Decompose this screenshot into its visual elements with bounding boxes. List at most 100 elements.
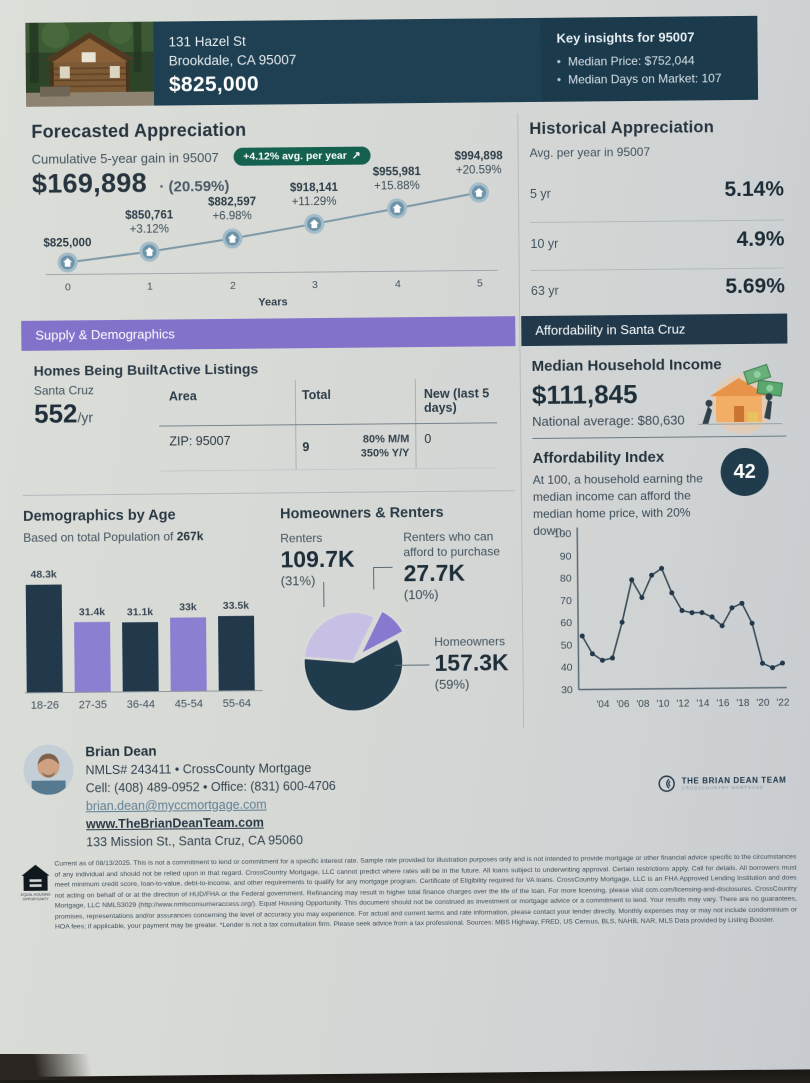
svg-text:0: 0 — [65, 281, 71, 293]
property-photo — [25, 22, 154, 107]
homeowners-label: Homeowners — [434, 634, 544, 650]
team-logo: THE BRIAN DEAN TEAM CROSSCOUNTRY MORTGAG… — [658, 774, 787, 793]
svg-text:36-44: 36-44 — [127, 699, 155, 711]
property-address-line2: Brookdale, CA 95007 — [169, 50, 297, 70]
demographics-title: Demographics by Age — [23, 507, 176, 524]
homeowners-pct: (59%) — [435, 676, 545, 692]
col-header-area: Area — [159, 380, 295, 425]
trend-up-icon: ↗ — [352, 150, 361, 162]
hist-value-63yr: 5.69% — [725, 275, 785, 300]
renters-pct: (31%) — [281, 572, 386, 588]
afford-value: 27.7K — [403, 559, 521, 587]
svg-text:'04: '04 — [596, 699, 610, 710]
svg-text:90: 90 — [560, 550, 572, 562]
team-logo-icon — [658, 775, 676, 793]
agent-address: 133 Mission St., Santa Cruz, CA 95060 — [86, 833, 303, 849]
cell-change-yy: 350% Y/Y — [361, 447, 410, 459]
svg-text:30: 30 — [561, 684, 573, 696]
hist-value-5yr: 5.14% — [724, 178, 784, 203]
svg-text:$955,981: $955,981 — [373, 166, 422, 178]
svg-text:60: 60 — [560, 617, 572, 629]
active-listings-table: Area Total New (last 5 days) ZIP: 95007 … — [159, 378, 498, 471]
svg-text:50: 50 — [561, 640, 573, 652]
desk-surface — [0, 1054, 120, 1080]
homes-built-area: Santa Cruz — [34, 383, 94, 399]
hist-label-10yr: 10 yr — [530, 237, 558, 251]
homes-built-value: 552 — [34, 398, 78, 428]
svg-text:'16: '16 — [716, 698, 730, 709]
svg-text:70: 70 — [560, 595, 572, 607]
forecast-gain-pct: · (20.59%) — [159, 178, 229, 196]
badge-label: +4.12% avg. per year — [243, 150, 347, 163]
equal-housing-icon: EQUAL HOUSING OPPORTUNITY — [20, 864, 50, 902]
cell-total: 9 — [302, 440, 309, 454]
demographics-subtitle: Based on total Population of — [23, 529, 177, 544]
age-bar-chart: 48.3k18-2631.4k27-3531.1k36-4433k45-5433… — [23, 549, 265, 723]
svg-text:'06: '06 — [616, 699, 630, 710]
svg-text:$850,761: $850,761 — [125, 209, 174, 221]
svg-text:2: 2 — [230, 280, 236, 292]
agent-email-link[interactable]: brian.dean@myccmortgage.com — [86, 798, 267, 814]
hist-label-63yr: 63 yr — [531, 284, 559, 298]
agent-name: Brian Dean — [85, 744, 156, 760]
forecast-gain-value: $169,898 — [32, 168, 147, 199]
svg-text:+3.12%: +3.12% — [130, 223, 169, 235]
svg-text:$994,898: $994,898 — [455, 150, 504, 162]
homes-built-title: Homes Being Built — [34, 362, 159, 379]
legal-disclaimer: Current as of 08/13/2025. This is not a … — [54, 852, 797, 933]
svg-text:40: 40 — [561, 662, 573, 674]
property-address-line1: 131 Hazel St — [168, 31, 296, 51]
cell-area: ZIP: 95007 — [159, 425, 295, 470]
forecast-subtitle: Cumulative 5-year gain in 95007 — [32, 150, 219, 167]
homeowners-value: 157.3K — [434, 649, 544, 677]
afford-index-badge: 42 — [720, 448, 768, 496]
avg-per-year-badge: +4.12% avg. per year ↗ — [233, 147, 371, 166]
col-header-new: New (last 5 days) — [415, 378, 497, 423]
income-illustration — [692, 362, 787, 435]
team-logo-sub: CROSSCOUNTRY MORTGAGE — [682, 785, 787, 791]
svg-text:'22: '22 — [776, 698, 790, 709]
forecast-title: Forecasted Appreciation — [31, 120, 246, 143]
owners-title: Homeowners & Renters — [280, 505, 444, 523]
insight-median-days: Median Days on Market: 107 — [557, 69, 750, 89]
afford-pct: (10%) — [404, 586, 522, 602]
team-logo-name: THE BRIAN DEAN TEAM — [682, 776, 787, 786]
active-listings-title: Active Listings — [159, 361, 259, 378]
svg-text:+20.59%: +20.59% — [456, 164, 502, 176]
historical-title: Historical Appreciation — [529, 118, 714, 139]
cell-change-mm: 80% M/M — [363, 433, 410, 445]
svg-text:3: 3 — [312, 279, 318, 291]
svg-text:1: 1 — [147, 281, 153, 293]
renters-value: 109.7K — [280, 545, 385, 573]
svg-text:'12: '12 — [676, 698, 690, 709]
renters-label: Renters — [280, 530, 385, 546]
agent-nmls: NMLS# 243411 • CrossCounty Mortgage — [85, 761, 311, 777]
agent-website-link[interactable]: www.TheBrianDeanTeam.com — [86, 816, 264, 832]
income-national: National average: $80,630 — [532, 413, 685, 429]
income-value: $111,845 — [532, 379, 638, 411]
svg-text:'14: '14 — [696, 698, 710, 709]
col-header-total: Total — [295, 379, 415, 424]
svg-text:5: 5 — [477, 277, 483, 289]
historical-row-5yr: 5 yr 5.14% — [530, 178, 784, 204]
svg-text:33k: 33k — [179, 601, 197, 613]
svg-text:'10: '10 — [656, 699, 670, 710]
svg-text:'18: '18 — [736, 698, 750, 709]
afford-label: Renters who can afford to purchase — [403, 529, 521, 560]
svg-text:$918,141: $918,141 — [290, 182, 339, 194]
svg-text:31.4k: 31.4k — [79, 606, 106, 618]
svg-text:4: 4 — [395, 278, 401, 290]
key-insights-panel: Key insights for 95007 Median Price: $75… — [540, 16, 758, 102]
svg-text:'08: '08 — [636, 699, 650, 710]
svg-text:33.5k: 33.5k — [223, 600, 250, 612]
svg-text:$882,597: $882,597 — [208, 196, 256, 208]
affordability-line-chart: 10090807060504030'04'06'08'10'12'14'16'1… — [531, 516, 791, 726]
svg-text:Years: Years — [258, 296, 287, 308]
key-insights-title: Key insights for 95007 — [556, 29, 749, 46]
property-price: $825,000 — [169, 74, 297, 94]
svg-text:45-54: 45-54 — [175, 698, 203, 710]
historical-row-10yr: 10 yr 4.9% — [530, 228, 784, 254]
afford-index-title: Affordability Index — [532, 449, 664, 467]
band-supply-demographics: Supply & Demographics — [21, 316, 515, 351]
